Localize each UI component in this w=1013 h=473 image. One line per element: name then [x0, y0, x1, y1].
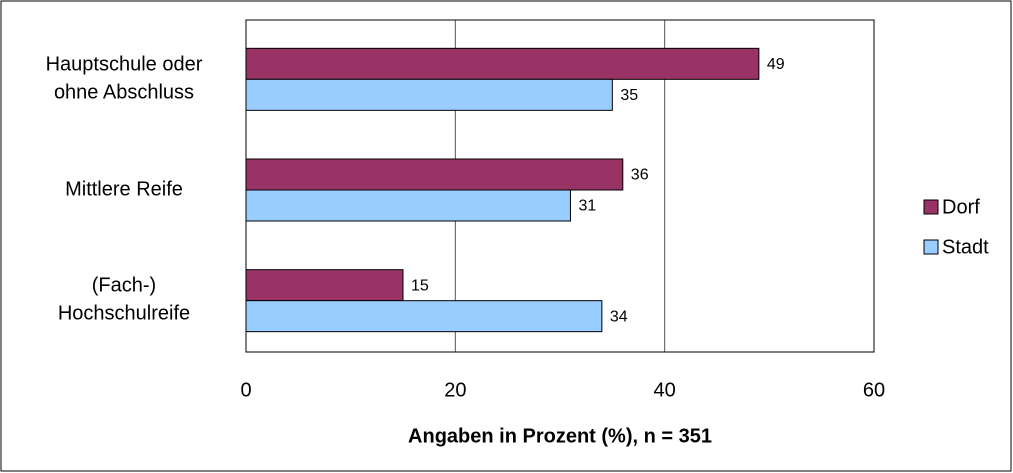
- y-tick-label: Mittlere Reife: [65, 178, 183, 200]
- x-tick-label: 20: [444, 379, 466, 401]
- x-tick-label: 40: [654, 379, 676, 401]
- bar: [245, 78, 613, 111]
- x-axis-title: Angaben in Prozent (%), n = 351: [408, 425, 712, 447]
- value-label: 15: [411, 277, 429, 294]
- x-tick-label: 60: [863, 379, 885, 401]
- y-tick-label: (Fach-) Hochschulreife: [58, 275, 190, 325]
- bar: [245, 300, 603, 333]
- value-label: 35: [620, 87, 638, 104]
- bar: [245, 189, 571, 222]
- value-label: 34: [610, 308, 628, 325]
- bar: [245, 269, 404, 302]
- legend-label: Dorf: [942, 196, 980, 218]
- bar: [245, 158, 624, 191]
- bar: [245, 47, 760, 80]
- legend-swatch: [923, 199, 939, 215]
- x-tick-label: 0: [240, 379, 251, 401]
- legend-label: Stadt: [942, 236, 989, 258]
- value-label: 49: [767, 56, 785, 73]
- value-label: 36: [631, 167, 649, 184]
- y-tick-label: Hauptschule oder ohne Abschluss: [46, 54, 203, 104]
- value-label: 31: [578, 198, 596, 215]
- legend-swatch: [923, 239, 939, 255]
